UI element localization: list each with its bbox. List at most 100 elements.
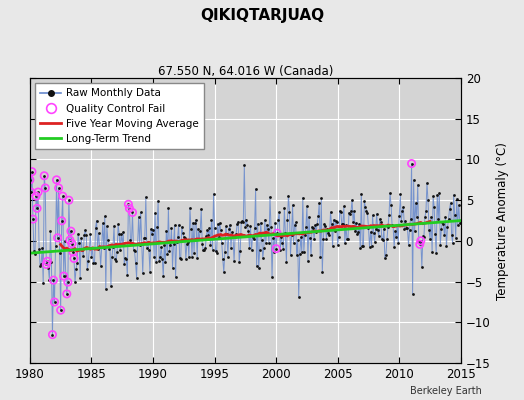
Point bbox=[349, 218, 357, 225]
Point bbox=[119, 229, 127, 235]
Point bbox=[28, 168, 36, 175]
Point bbox=[97, 244, 106, 250]
Point bbox=[69, 249, 77, 255]
Point bbox=[417, 238, 425, 244]
Point bbox=[217, 240, 226, 246]
Point bbox=[100, 245, 108, 251]
Point bbox=[41, 185, 49, 191]
Point bbox=[396, 191, 405, 198]
Point bbox=[132, 260, 140, 266]
Point bbox=[311, 222, 319, 228]
Point bbox=[29, 216, 37, 222]
Point bbox=[425, 227, 433, 233]
Point bbox=[346, 211, 354, 217]
Point bbox=[66, 237, 74, 243]
Point bbox=[402, 224, 411, 231]
Point bbox=[264, 226, 272, 232]
Point bbox=[70, 255, 78, 262]
Point bbox=[40, 172, 48, 179]
Point bbox=[26, 177, 34, 183]
Point bbox=[271, 219, 279, 226]
Point bbox=[165, 248, 173, 254]
Point bbox=[230, 258, 238, 265]
Point bbox=[54, 185, 63, 191]
Point bbox=[32, 193, 40, 199]
Point bbox=[290, 222, 299, 228]
Point bbox=[263, 222, 271, 228]
Point bbox=[34, 189, 42, 195]
Point bbox=[254, 220, 262, 227]
Point bbox=[122, 255, 130, 262]
Point bbox=[279, 246, 288, 252]
Point bbox=[408, 291, 417, 297]
Point bbox=[393, 222, 401, 228]
Point bbox=[257, 220, 265, 226]
Point bbox=[95, 244, 104, 250]
Point bbox=[314, 213, 322, 219]
Point bbox=[332, 218, 340, 224]
Point bbox=[64, 197, 73, 204]
Point bbox=[389, 223, 397, 229]
Point bbox=[140, 234, 149, 241]
Point bbox=[236, 248, 244, 254]
Point bbox=[115, 231, 123, 237]
Point bbox=[82, 232, 91, 239]
Point bbox=[161, 259, 169, 265]
Point bbox=[173, 234, 182, 240]
Point bbox=[255, 265, 263, 271]
Point bbox=[51, 243, 60, 249]
Point bbox=[407, 216, 415, 222]
Point bbox=[330, 216, 338, 223]
Point bbox=[162, 228, 170, 234]
Point bbox=[206, 242, 215, 248]
Point bbox=[304, 258, 312, 264]
Point bbox=[164, 205, 172, 212]
Point bbox=[63, 291, 71, 297]
Point bbox=[324, 230, 333, 236]
Point bbox=[273, 230, 281, 236]
Point bbox=[76, 274, 84, 281]
Point bbox=[351, 228, 359, 234]
Point bbox=[394, 240, 402, 246]
Point bbox=[421, 214, 429, 220]
Point bbox=[243, 222, 252, 228]
Point bbox=[110, 223, 118, 229]
Point bbox=[287, 232, 296, 239]
Point bbox=[442, 243, 451, 250]
Point bbox=[180, 234, 188, 240]
Point bbox=[234, 218, 243, 225]
Point bbox=[137, 240, 146, 246]
Point bbox=[326, 209, 335, 215]
Point bbox=[436, 242, 444, 248]
Point bbox=[94, 230, 103, 236]
Point bbox=[333, 242, 342, 248]
Point bbox=[416, 241, 424, 248]
Point bbox=[362, 208, 370, 214]
Point bbox=[293, 237, 302, 244]
Point bbox=[301, 231, 309, 238]
Point bbox=[189, 219, 197, 226]
Point bbox=[213, 220, 222, 227]
Point bbox=[160, 242, 169, 248]
Point bbox=[428, 249, 436, 255]
Point bbox=[258, 237, 266, 243]
Point bbox=[424, 197, 432, 204]
Point bbox=[144, 239, 152, 245]
Point bbox=[183, 240, 191, 247]
Point bbox=[220, 269, 228, 275]
Point bbox=[231, 234, 239, 240]
Point bbox=[212, 249, 221, 256]
Point bbox=[320, 220, 329, 227]
Point bbox=[229, 234, 237, 240]
Point bbox=[256, 247, 264, 253]
Point bbox=[446, 200, 455, 206]
Point bbox=[193, 255, 201, 262]
Point bbox=[147, 226, 155, 232]
Point bbox=[363, 210, 372, 216]
Point bbox=[106, 242, 114, 249]
Point bbox=[329, 243, 337, 249]
Point bbox=[406, 226, 414, 233]
Point bbox=[158, 256, 167, 262]
Point bbox=[34, 189, 42, 195]
Point bbox=[413, 181, 422, 188]
